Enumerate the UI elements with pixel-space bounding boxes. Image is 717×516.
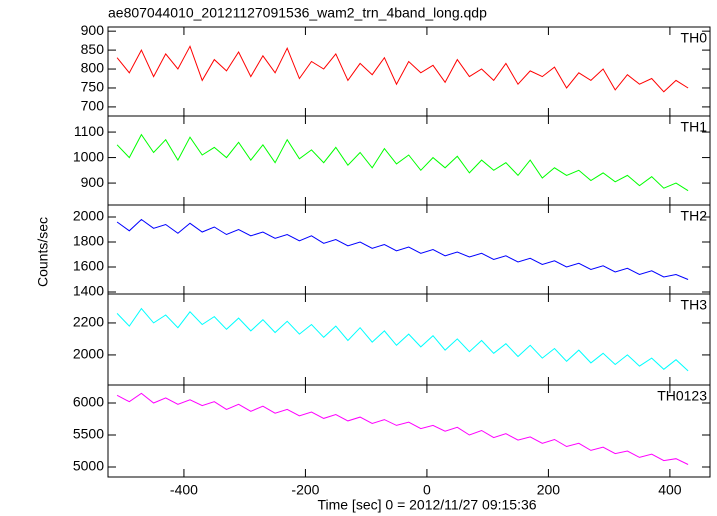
x-axis-label: Time [sec] 0 = 2012/11/27 09:15:36 [317, 497, 536, 513]
chart-title: ae807044010_20121127091536_wam2_trn_4ban… [108, 5, 487, 21]
panel-frame [107, 204, 711, 295]
y-tick-label: 700 [81, 98, 105, 114]
y-tick-label: 800 [81, 60, 105, 76]
y-tick-label: 6000 [73, 394, 104, 410]
series-line [116, 218, 689, 280]
x-tick-label: 0 [423, 482, 431, 498]
y-tick-label: 900 [81, 174, 105, 190]
legend-label: TH2 [681, 208, 708, 224]
series-line [116, 307, 689, 372]
y-tick-label: 2000 [73, 208, 104, 224]
panel-frame [107, 384, 711, 478]
panel-frame [107, 293, 711, 386]
y-axis-label: Counts/sec [35, 217, 51, 287]
y-tick-label: 5000 [73, 458, 104, 474]
y-tick-label: 1400 [73, 283, 104, 299]
legend-label: TH3 [681, 297, 708, 313]
series-line [116, 133, 689, 192]
x-tick-label: -400 [170, 482, 198, 498]
y-tick-label: 5500 [73, 426, 104, 442]
y-tick-label: 900 [81, 22, 105, 38]
y-tick-label: 1100 [74, 123, 104, 139]
x-tick-label: 400 [658, 482, 682, 498]
x-tick-label: -200 [291, 482, 319, 498]
series-line [116, 45, 689, 93]
y-tick-label: 2000 [73, 346, 104, 362]
panel-frame [107, 115, 711, 206]
series-line [116, 392, 689, 465]
x-tick-label: 200 [537, 482, 561, 498]
y-tick-label: 850 [81, 41, 105, 57]
y-tick-label: 2200 [73, 314, 104, 330]
legend-label: TH0123 [657, 388, 707, 404]
y-tick-label: 750 [81, 79, 105, 95]
y-tick-label: 1000 [73, 148, 104, 164]
panel-frame [107, 26, 711, 117]
legend-label: TH1 [681, 119, 708, 135]
legend-label: TH0 [681, 30, 708, 46]
y-tick-label: 1600 [73, 258, 104, 274]
y-tick-label: 1800 [73, 233, 104, 249]
